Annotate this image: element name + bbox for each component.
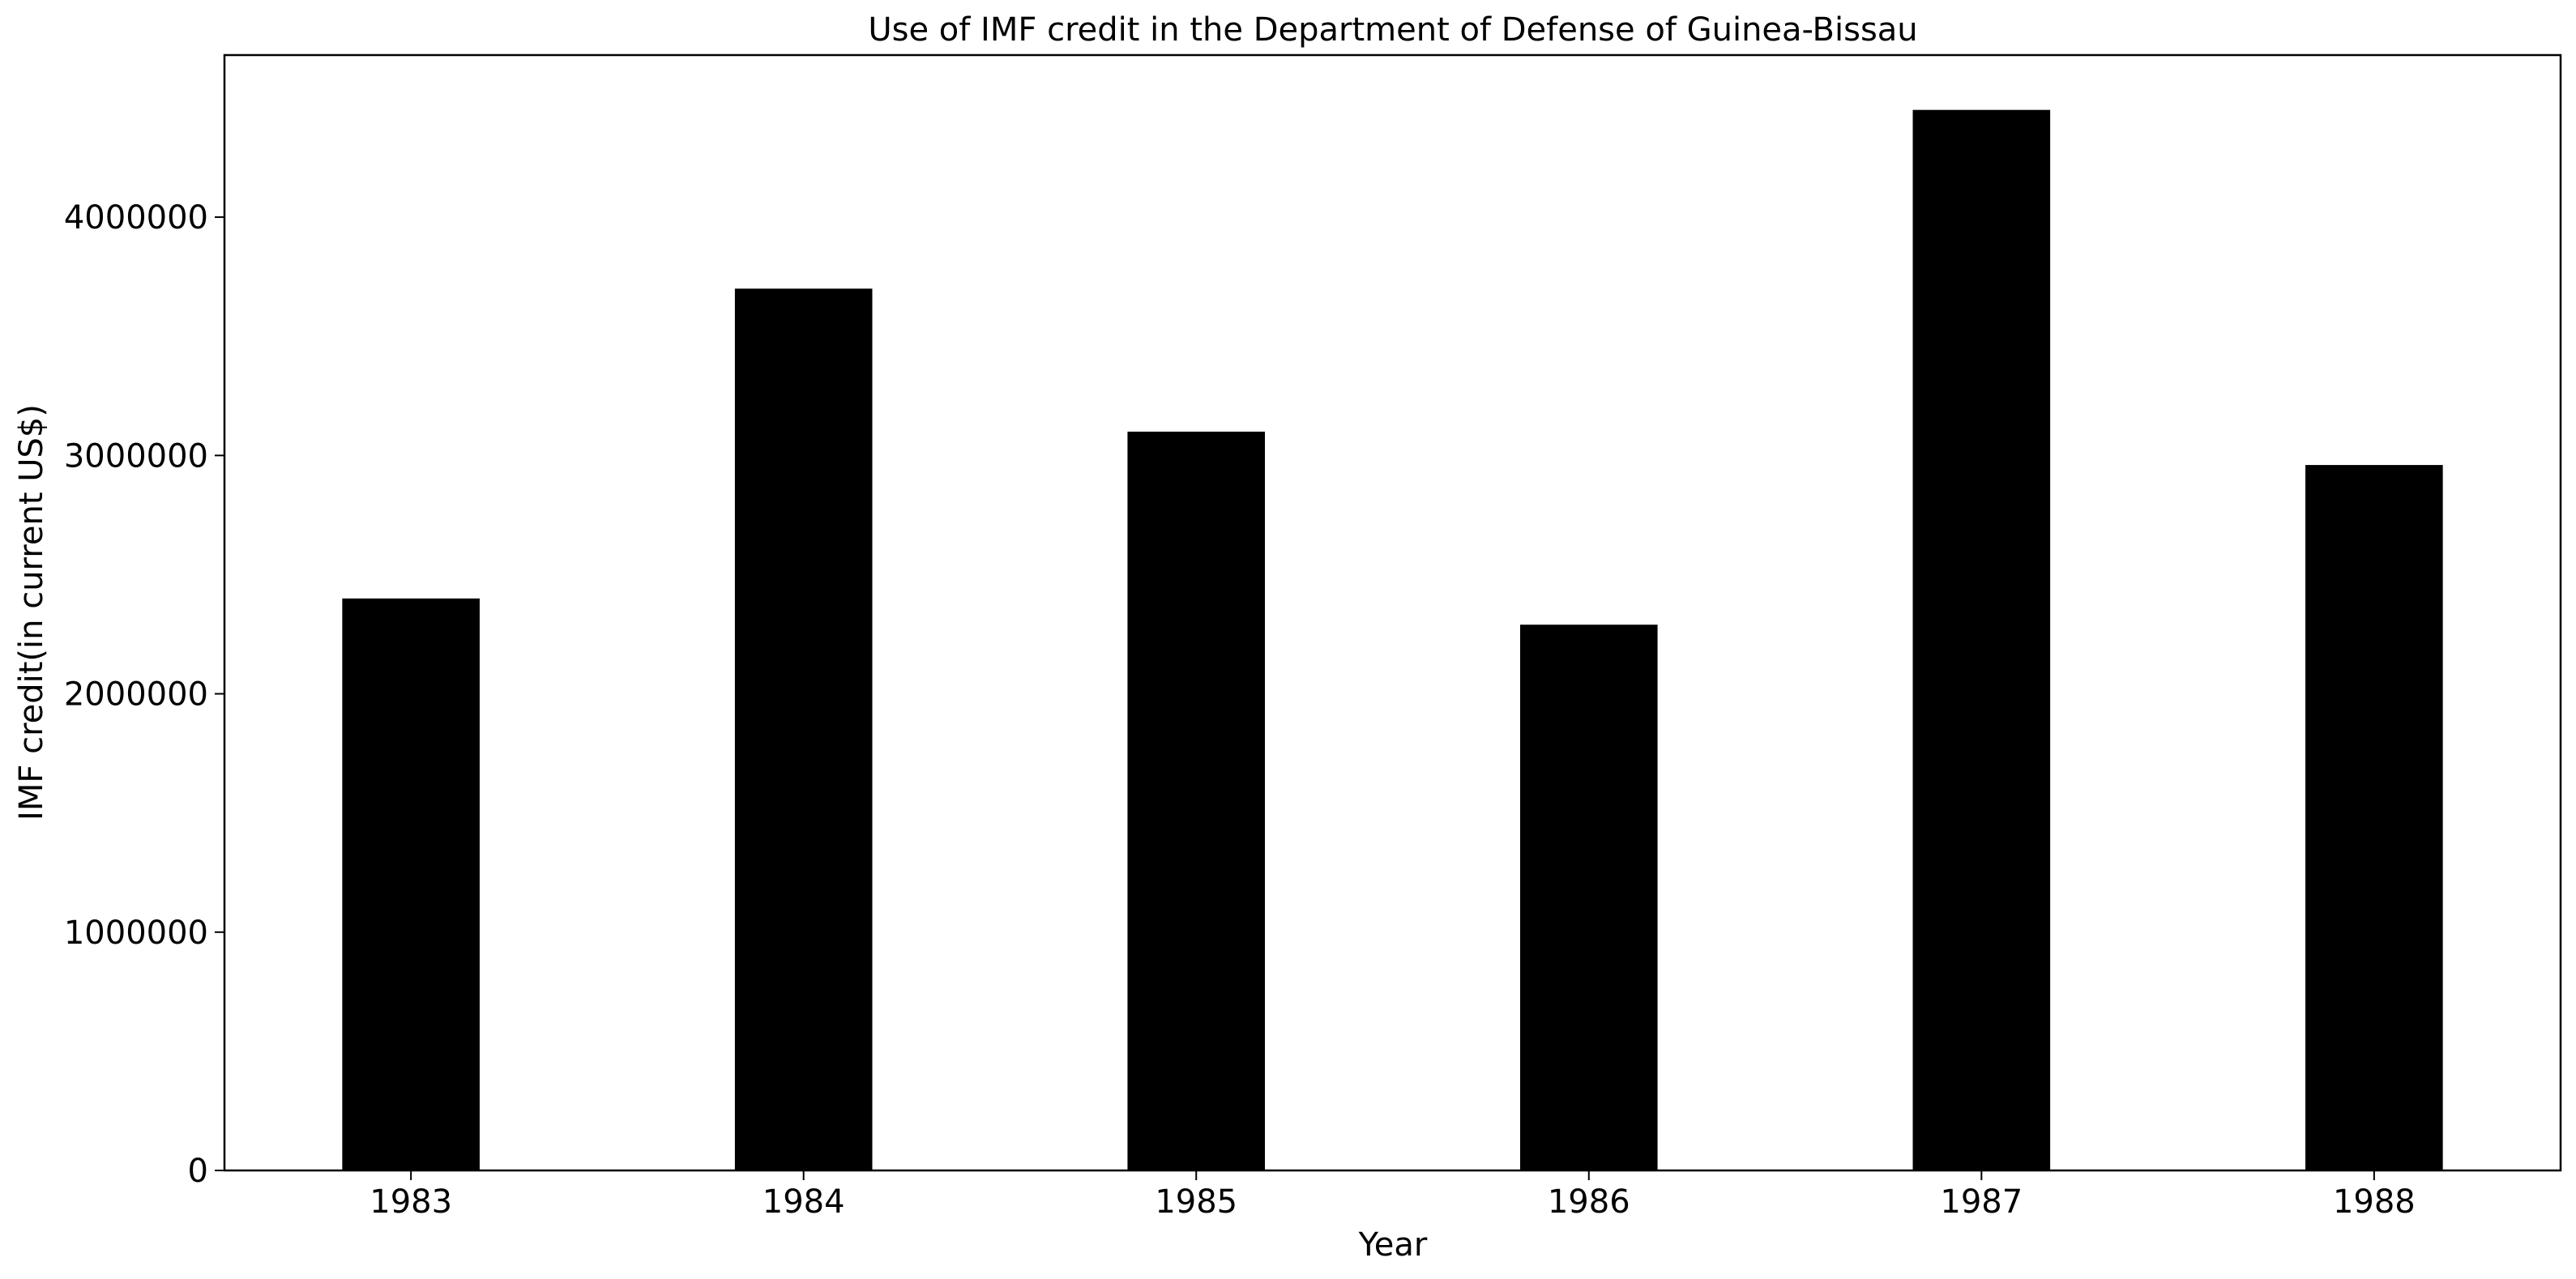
y-axis-label: IMF credit(in current US$) bbox=[13, 404, 50, 821]
x-tick-label: 1984 bbox=[763, 1183, 845, 1221]
bar-1988 bbox=[2305, 465, 2443, 1170]
chart-title: Use of IMF credit in the Department of D… bbox=[868, 11, 1917, 49]
bar-1983 bbox=[342, 598, 480, 1170]
bar-1984 bbox=[734, 288, 873, 1170]
y-tick-label: 3000000 bbox=[64, 437, 208, 475]
bar-1987 bbox=[1912, 109, 2051, 1170]
bar-1986 bbox=[1519, 625, 1658, 1170]
x-axis-label: Year bbox=[1358, 1226, 1428, 1264]
x-axis: 1983 1984 1985 1986 1987 1988 bbox=[370, 1170, 2416, 1221]
plot-frame bbox=[223, 53, 2562, 1172]
x-tick-label: 1986 bbox=[1548, 1183, 1630, 1221]
x-tick-label: 1985 bbox=[1155, 1183, 1237, 1221]
y-tick-label: 2000000 bbox=[64, 676, 208, 714]
bar-1985 bbox=[1127, 431, 1266, 1170]
y-tick-label: 0 bbox=[188, 1153, 208, 1190]
x-tick-label: 1983 bbox=[370, 1183, 452, 1221]
x-tick-label: 1988 bbox=[2333, 1183, 2416, 1221]
y-tick-label: 1000000 bbox=[64, 914, 208, 952]
y-tick-label: 4000000 bbox=[64, 199, 208, 237]
y-axis: 0 1000000 2000000 3000000 4000000 bbox=[64, 199, 224, 1190]
bars-group bbox=[342, 109, 2443, 1170]
x-tick-label: 1987 bbox=[1940, 1183, 2023, 1221]
